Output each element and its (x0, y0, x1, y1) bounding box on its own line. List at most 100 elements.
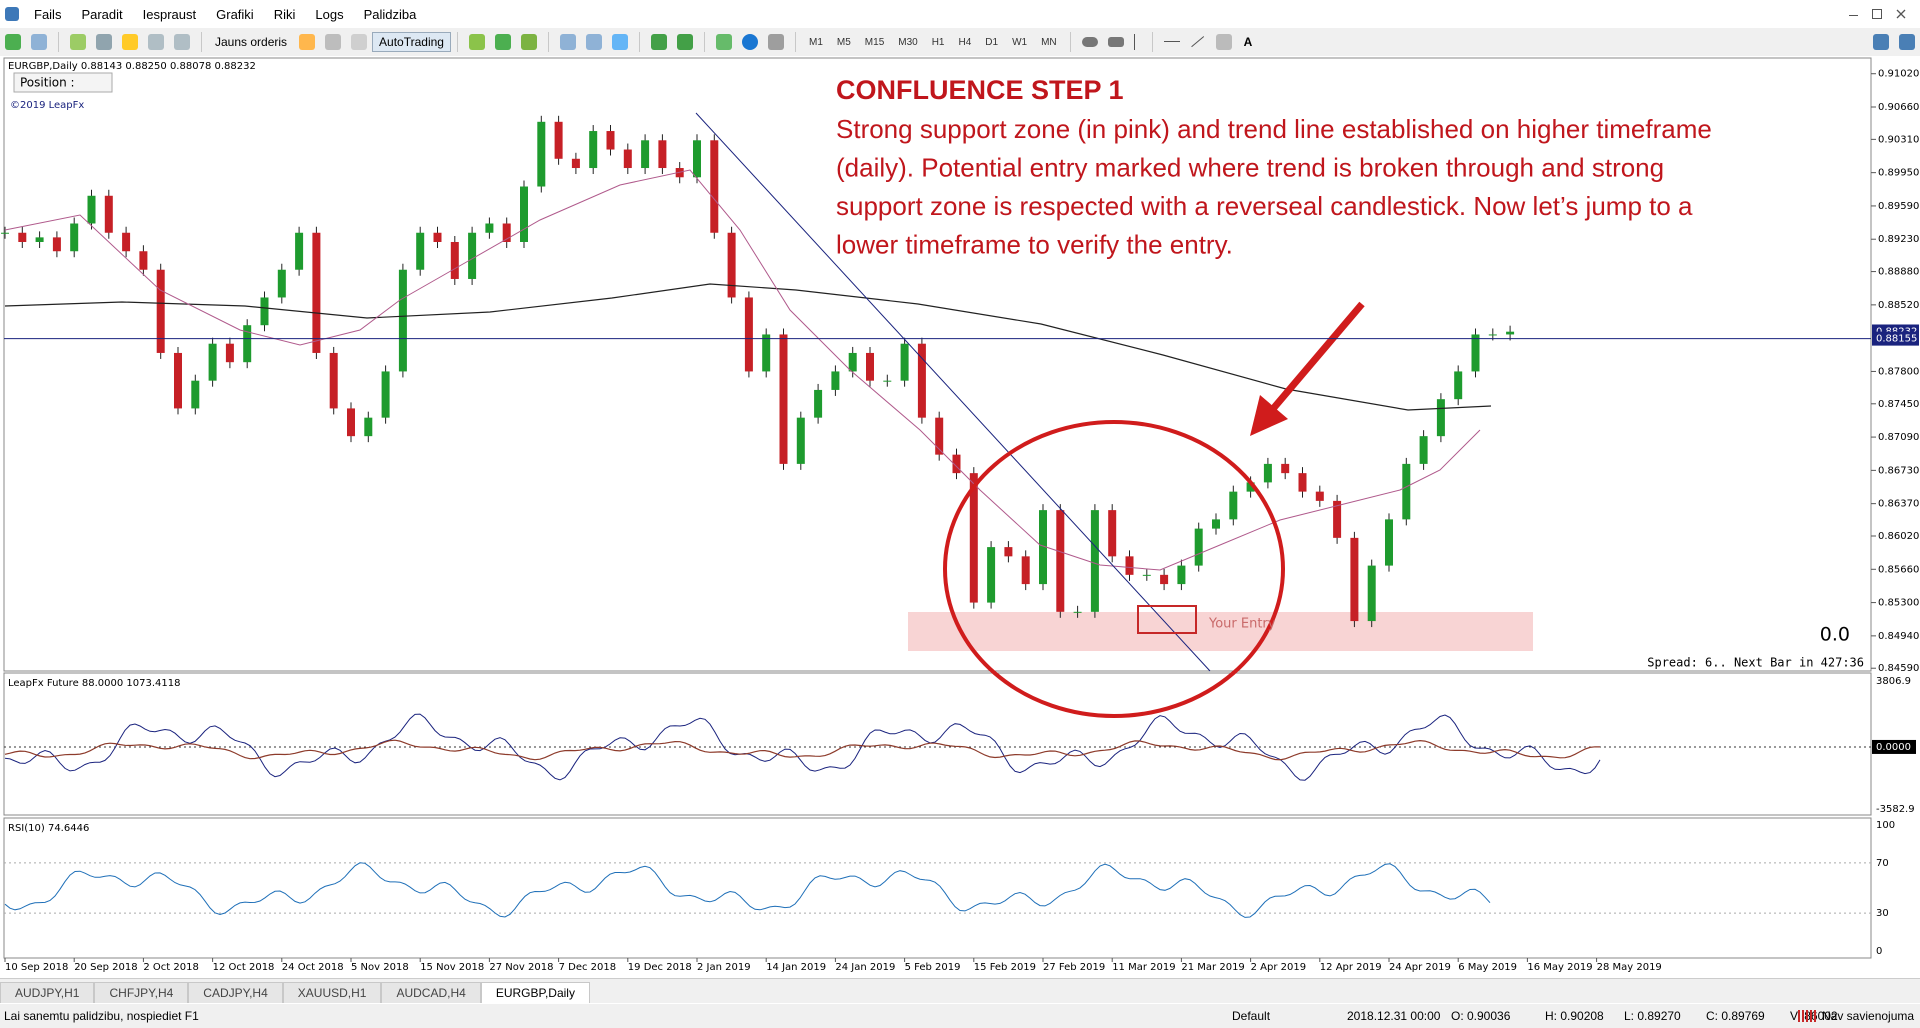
indicators[interactable] (715, 34, 732, 50)
vline-tool[interactable] (1133, 34, 1141, 50)
x-tick-label: 24 Jan 2019 (835, 962, 895, 973)
search[interactable] (1873, 34, 1889, 50)
x-tick-label: 2 Jan 2019 (697, 962, 751, 973)
periods[interactable] (741, 34, 758, 50)
rect-tool[interactable] (1107, 37, 1124, 47)
timeframe-button[interactable]: M15 (864, 36, 885, 48)
menu-item[interactable]: Paradit (81, 6, 123, 22)
x-tick-label: 7 Dec 2018 (559, 962, 617, 973)
menu-item[interactable]: Palidziba (363, 6, 417, 22)
timeframes: M1 M5 M15 M30 H1 H4 D1 W1 MN (802, 37, 1064, 48)
menu-item[interactable]: Iespraust (142, 6, 197, 22)
timeframe-button[interactable]: H1 (931, 36, 945, 48)
bar-chart[interactable] (468, 34, 485, 50)
y-tick-label: 0.89230 (1878, 234, 1919, 245)
timeframe-button[interactable]: D1 (985, 36, 999, 48)
new-chart[interactable] (5, 34, 21, 50)
candle-body (1229, 491, 1238, 520)
timeframe-button[interactable]: M1 (808, 36, 823, 48)
tile[interactable] (611, 34, 628, 50)
x-tick-label: 20 Sep 2018 (74, 962, 137, 973)
timeframe-button[interactable]: M5 (836, 36, 851, 48)
candle-body (1385, 519, 1393, 566)
candle-body (1402, 463, 1411, 520)
menu-item[interactable]: Fails (34, 6, 62, 22)
y-tick-label: 0.89590 (1878, 201, 1919, 212)
new-order-button[interactable]: Jauns orderis (215, 35, 288, 49)
candle-body (381, 371, 390, 418)
y-tick-label: 0.84940 (1878, 631, 1919, 642)
position-label: Position : (20, 76, 75, 90)
candle-body (174, 352, 182, 409)
chart-tab[interactable]: CHFJPY,H4 (94, 982, 189, 1003)
rsi-pane (3, 817, 1872, 959)
candle-body (1, 232, 9, 234)
time: 2018.12.31 00:00 (1347, 1009, 1441, 1023)
indicator-pane (3, 672, 1872, 816)
menu-item[interactable]: Riki (273, 6, 296, 22)
menu-item[interactable]: Logs (315, 6, 344, 22)
zoom-out[interactable] (585, 34, 602, 50)
metaeditor[interactable] (299, 34, 316, 50)
candle-body (1246, 482, 1255, 492)
tester[interactable] (174, 34, 190, 50)
restore[interactable] (1872, 9, 1882, 19)
candle-body (1004, 547, 1013, 557)
y-tick-label: 0.84590 (1878, 663, 1919, 674)
data-window[interactable] (96, 34, 112, 50)
hline-tool[interactable] (1163, 41, 1180, 43)
x-tick-label: 27 Nov 2018 (489, 962, 553, 973)
signals[interactable] (325, 34, 342, 50)
timeframe-button[interactable]: H4 (958, 36, 972, 48)
chart-tab[interactable]: XAUUSD,H1 (282, 982, 382, 1003)
text-tool[interactable]: A (1243, 35, 1253, 49)
candles[interactable] (494, 34, 511, 50)
chart-tab[interactable]: AUDCAD,H4 (381, 982, 481, 1003)
x-tick-label: 6 May 2019 (1458, 962, 1517, 973)
channel-tool[interactable] (1215, 34, 1232, 50)
value-text: 0.0 (1820, 624, 1850, 646)
x-tick-label: 28 May 2019 (1597, 962, 1662, 973)
candles (1, 115, 1515, 628)
zoom-in[interactable] (559, 34, 576, 50)
autoscroll[interactable] (650, 34, 667, 50)
candle-body (744, 297, 753, 372)
terminal[interactable] (148, 34, 164, 50)
chart-tab[interactable]: AUDJPY,H1 (0, 982, 95, 1003)
candle-body (502, 223, 511, 242)
timeframe-button[interactable]: MN (1041, 36, 1057, 48)
candle-body (1506, 331, 1515, 335)
x-tick-label: 2 Oct 2018 (143, 962, 198, 973)
navigator[interactable] (122, 34, 138, 50)
candle-body (347, 408, 355, 437)
candle-body (710, 140, 719, 233)
timeframe-button[interactable]: W1 (1012, 36, 1028, 48)
y-tick-label: 0.88520 (1878, 300, 1919, 311)
x-tick-label: 14 Jan 2019 (766, 962, 826, 973)
timeframe-button[interactable]: M30 (898, 36, 918, 48)
candle-body (208, 343, 217, 381)
chart-tabs: AUDJPY,H1 CHFJPY,H4 CADJPY,H4 XAUUSD,H1 AUDC… (0, 978, 1920, 1003)
account[interactable] (1899, 34, 1915, 50)
market-watch[interactable] (70, 34, 86, 50)
entry-label: Your Entry (1208, 617, 1276, 632)
position-panel (13, 72, 113, 93)
candle-body (18, 232, 27, 242)
minimize[interactable] (1849, 15, 1858, 16)
autotrading-button[interactable]: AutoTrading (372, 32, 451, 52)
x-tick-label: 2 Apr 2019 (1251, 962, 1306, 973)
line-chart[interactable] (520, 34, 537, 50)
ellipse-tool[interactable] (1081, 37, 1098, 47)
annotation-title: CONFLUENCE STEP 1 (836, 75, 1124, 105)
profiles[interactable] (31, 34, 47, 50)
chart-shift[interactable] (676, 34, 693, 50)
chart-tab[interactable]: EURGBP,Daily (480, 982, 590, 1003)
templates[interactable] (767, 34, 784, 50)
y-tick-label: 0.90660 (1878, 102, 1919, 113)
candle-body (935, 417, 944, 455)
close[interactable] (1896, 9, 1906, 19)
chart-tab[interactable]: CADJPY,H4 (188, 982, 283, 1003)
y-tick-label: 0.87090 (1878, 432, 1919, 443)
menu-item[interactable]: Grafiki (216, 6, 254, 22)
market[interactable] (351, 34, 368, 50)
